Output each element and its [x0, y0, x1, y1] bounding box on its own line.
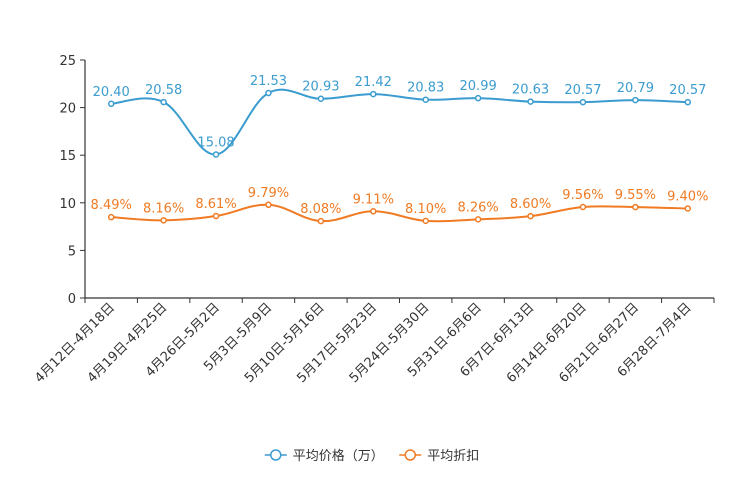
data-point[interactable] [370, 90, 377, 98]
data-label: 15.08 [197, 135, 234, 150]
data-point[interactable] [160, 98, 167, 106]
series-line-2 [111, 203, 688, 223]
data-label: 9.56% [562, 188, 603, 203]
data-label: 20.40 [93, 85, 130, 100]
data-label: 8.26% [457, 200, 498, 215]
data-label: 20.99 [460, 79, 497, 94]
data-point[interactable] [160, 217, 167, 224]
data-point[interactable] [527, 98, 534, 105]
legend-label-2[interactable]: 平均折扣 [427, 449, 479, 464]
data-label: 9.40% [667, 190, 708, 205]
data-label: 20.93 [302, 80, 339, 95]
data-label: 20.79 [617, 81, 654, 96]
data-point[interactable] [632, 96, 639, 104]
data-point[interactable] [265, 89, 272, 97]
data-point[interactable] [317, 217, 325, 225]
y-tick-label: 25 [59, 54, 76, 69]
data-point[interactable] [212, 151, 220, 158]
data-point[interactable] [370, 208, 377, 215]
data-label: 9.79% [248, 186, 289, 201]
y-tick-label: 5 [68, 244, 76, 259]
data-label: 8.16% [143, 201, 184, 216]
data-point[interactable] [107, 213, 115, 221]
data-point[interactable] [684, 98, 692, 106]
data-point[interactable] [107, 100, 115, 108]
data-point[interactable] [579, 98, 587, 106]
data-label: 8.10% [405, 202, 446, 217]
data-label: 8.61% [195, 197, 236, 212]
data-point[interactable] [527, 212, 534, 220]
data-label: 9.11% [353, 192, 394, 207]
y-tick-label: 15 [59, 149, 76, 164]
data-point[interactable] [317, 95, 325, 102]
legend-label-1[interactable]: 平均价格（万） [293, 448, 384, 464]
data-label: 8.49% [91, 198, 132, 213]
data-label: 20.83 [407, 81, 444, 96]
data-point[interactable] [474, 216, 482, 223]
legend-marker-2[interactable] [404, 449, 416, 461]
data-label: 20.57 [669, 83, 706, 98]
data-point[interactable] [632, 203, 639, 211]
data-point[interactable] [684, 205, 692, 212]
data-label: 20.63 [512, 83, 549, 98]
data-point[interactable] [474, 94, 482, 102]
data-point[interactable] [265, 201, 272, 209]
data-point[interactable] [212, 212, 220, 220]
data-label: 20.58 [145, 83, 182, 98]
data-label: 21.53 [250, 74, 287, 89]
data-point[interactable] [579, 203, 587, 211]
y-tick-label: 0 [68, 292, 76, 307]
data-point[interactable] [422, 96, 429, 103]
data-label: 20.57 [564, 83, 601, 98]
data-label: 8.60% [510, 197, 551, 212]
legend-marker-1[interactable] [270, 449, 282, 461]
data-label: 9.55% [615, 188, 656, 203]
data-point[interactable] [422, 217, 429, 225]
y-tick-label: 20 [59, 102, 76, 117]
data-label: 8.08% [300, 202, 341, 217]
y-tick-label: 10 [59, 197, 76, 212]
data-label: 21.42 [355, 75, 392, 90]
